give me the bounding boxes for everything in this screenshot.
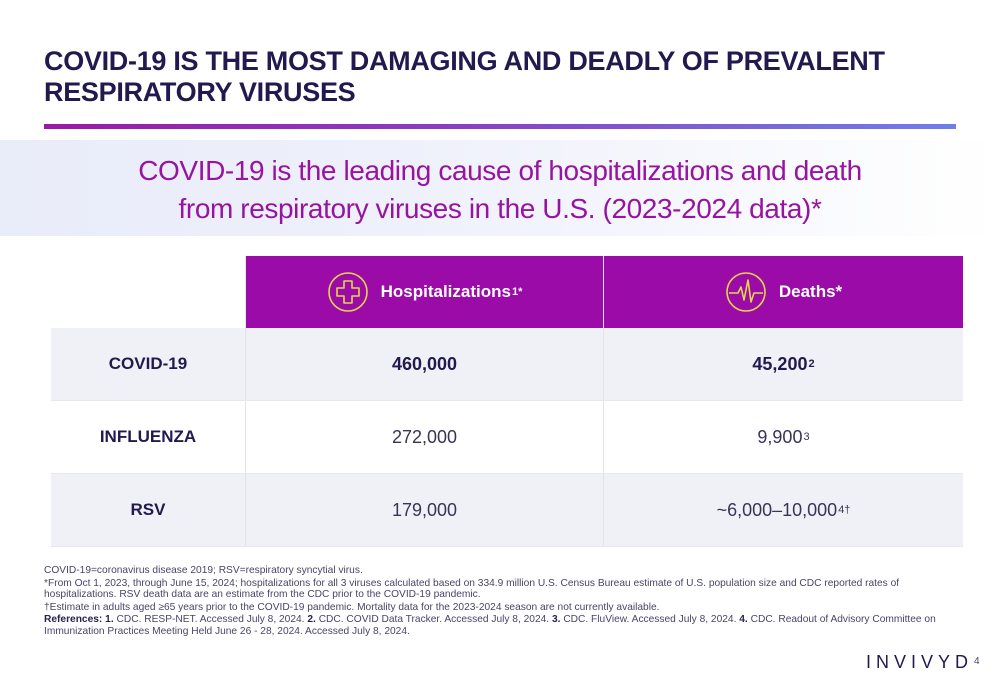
reference-4: CDC. Readout of Advisory Committee on Im… (44, 614, 936, 637)
reference-2: CDC. COVID Data Tracker. Accessed July 8… (318, 614, 550, 626)
deaths-value: 45,200 (752, 353, 808, 374)
slide-subtitle: COVID-19 is the leading cause of hospita… (0, 152, 1000, 228)
reference-3-number: 3. (551, 614, 561, 626)
medical-cross-icon (327, 272, 368, 312)
reference-1: CDC. RESP-NET. Accessed July 8, 2024. (116, 614, 305, 626)
deaths-value: ~6,000–10,000 (716, 499, 838, 520)
hospitalizations-value: 272,000 (246, 401, 604, 473)
table-row: RSV 179,000 ~6,000–10,000 4† (51, 474, 963, 547)
references: References: 1. CDC. RESP-NET. Accessed J… (44, 614, 956, 637)
slide-title: COVID-19 IS THE MOST DAMAGING AND DEADLY… (44, 46, 885, 107)
footnote-star: *From Oct 1, 2023, through June 15, 2024… (44, 577, 900, 601)
reference-2-number: 2. (307, 614, 316, 626)
table-row: INFLUENZA 272,000 9,900 3 (51, 401, 963, 474)
virus-comparison-table: Hospitalizations 1* Deaths* COVID-19 460,… (51, 256, 963, 547)
hospitalizations-value: 460,000 (246, 328, 604, 400)
header-empty-cell (51, 256, 246, 328)
invivyd-logo: INVIVYD (866, 652, 974, 672)
header-hospitalizations: Hospitalizations 1* (246, 256, 604, 328)
reference-3: CDC. FluView. Accessed July 8, 2024. (563, 614, 737, 626)
heartbeat-icon (726, 272, 766, 312)
footnotes: COVID-19=coronavirus disease 2019; RSV=r… (44, 565, 956, 639)
hospitalizations-value: 179,000 (246, 474, 604, 546)
virus-name: INFLUENZA (51, 401, 246, 473)
subtitle-line-2: from respiratory viruses in the U.S. (20… (178, 193, 822, 224)
virus-name: COVID-19 (51, 328, 246, 400)
virus-name: RSV (51, 474, 246, 546)
deaths-cell: 9,900 3 (604, 401, 963, 473)
deaths-cell: ~6,000–10,000 4† (604, 474, 963, 546)
reference-4-number: 4. (739, 614, 748, 626)
title-divider (44, 124, 956, 129)
references-label: References: (44, 614, 103, 626)
page-number: 4 (974, 656, 980, 667)
header-deaths-label: Deaths* (778, 282, 843, 301)
deaths-value: 9,900 (757, 426, 803, 447)
header-deaths: Deaths* (604, 256, 963, 328)
deaths-cell: 45,200 2 (604, 328, 963, 400)
subtitle-band (0, 140, 1000, 236)
footnote-abbreviations: COVID-19=coronavirus disease 2019; RSV=r… (44, 565, 363, 576)
subtitle-line-1: COVID-19 is the leading cause of hospita… (138, 155, 862, 186)
table-row: COVID-19 460,000 45,200 2 (51, 328, 963, 401)
reference-1-number: 1. (105, 614, 114, 626)
header-hospitalizations-label: Hospitalizations (380, 282, 511, 301)
table-header-row: Hospitalizations 1* Deaths* (51, 256, 963, 328)
footnote-dagger: †Estimate in adults aged ≥65 years prior… (44, 601, 660, 613)
